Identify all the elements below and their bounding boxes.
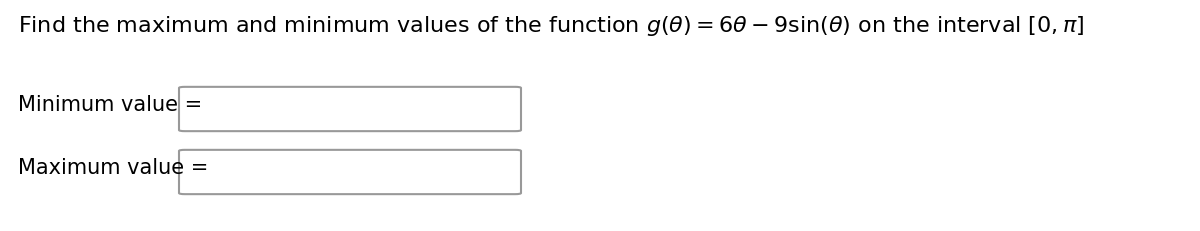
- Text: Find the maximum and minimum values of the function $g(\theta) = 6\theta - 9\sin: Find the maximum and minimum values of t…: [18, 14, 1085, 38]
- Text: Maximum value =: Maximum value =: [18, 158, 209, 178]
- Text: Minimum value =: Minimum value =: [18, 95, 203, 115]
- FancyBboxPatch shape: [179, 150, 521, 194]
- FancyBboxPatch shape: [179, 87, 521, 131]
